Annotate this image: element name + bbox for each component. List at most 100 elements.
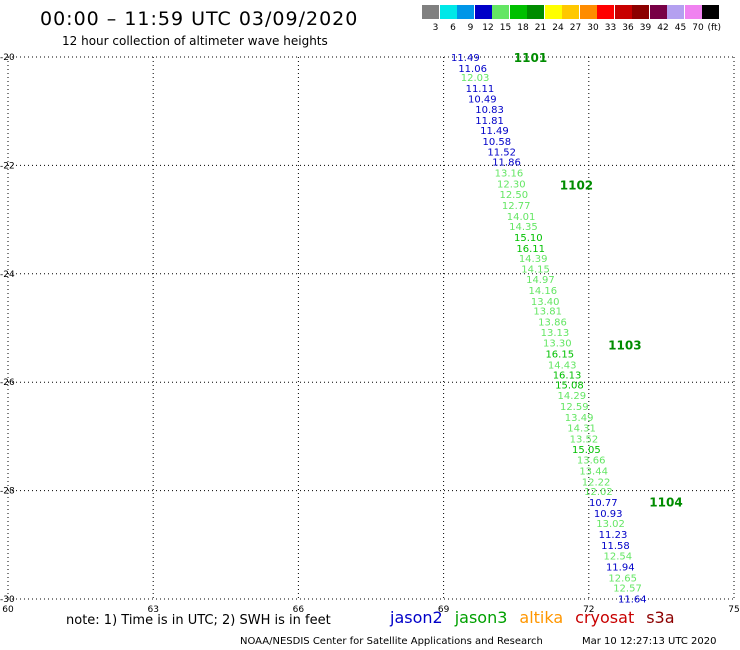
lon-tick-label: 69 xyxy=(438,605,450,615)
scale-swatch xyxy=(527,5,544,19)
wave-height-value: 11.23 xyxy=(599,530,628,541)
wave-height-value: 12.30 xyxy=(497,179,526,190)
scale-label: 18 xyxy=(517,23,529,33)
wave-height-value: 13.44 xyxy=(579,467,608,478)
wave-height-value: 13.52 xyxy=(570,435,599,446)
legend-jason3: jason3 xyxy=(454,608,508,627)
wave-height-value: 12.03 xyxy=(461,73,490,84)
wave-height-value: 11.86 xyxy=(492,158,521,169)
scale-label: 33 xyxy=(604,23,617,33)
wave-height-value: 11.64 xyxy=(618,594,647,605)
lon-tick-label: 75 xyxy=(728,605,739,615)
wave-height-value: 12.02 xyxy=(584,487,613,498)
wave-height-value: 16.13 xyxy=(553,371,582,382)
wave-height-value: 14.39 xyxy=(519,254,548,265)
footer-credit: NOAA/NESDIS Center for Satellite Applica… xyxy=(240,636,543,647)
scale-label: 42 xyxy=(657,23,669,33)
pass-number-label: 1101 xyxy=(514,51,547,65)
wave-height-value: 11.52 xyxy=(487,147,516,158)
wave-height-value: 13.81 xyxy=(533,307,562,318)
scale-label: 15 xyxy=(499,23,512,33)
lat-tick-label: -22 xyxy=(0,161,15,171)
scale-swatch xyxy=(632,5,649,19)
scale-label: 36 xyxy=(622,23,634,33)
scale-swatch xyxy=(649,5,667,19)
lat-tick-label: -28 xyxy=(0,487,15,497)
lon-tick-label: 60 xyxy=(2,605,14,615)
footer-timestamp: Mar 10 12:27:13 UTC 2020 xyxy=(582,636,717,647)
scale-swatch xyxy=(474,5,492,19)
wave-height-value: 11.58 xyxy=(601,541,630,552)
wave-height-value: 11.49 xyxy=(480,126,509,137)
pass-number-label: 1103 xyxy=(608,338,641,352)
lat-tick-label: -30 xyxy=(0,595,15,605)
lat-tick-label: -26 xyxy=(0,378,15,388)
scale-label: 21 xyxy=(534,23,547,33)
note-text: note: 1) Time is in UTC; 2) SWH is in fe… xyxy=(66,613,331,628)
scale-label: 12 xyxy=(482,23,494,33)
legend-jason2: jason2 xyxy=(390,608,443,627)
scale-label: 39 xyxy=(639,23,652,33)
lon-tick-label: 66 xyxy=(293,605,305,615)
wave-height-value: 14.15 xyxy=(521,264,550,275)
scale-unit: (ft) xyxy=(707,23,722,33)
scale-swatch xyxy=(439,5,457,19)
wave-height-value: 10.93 xyxy=(594,509,623,520)
scale-label: 9 xyxy=(467,23,474,33)
wave-height-value: 10.77 xyxy=(589,498,618,509)
wave-height-value: 12.59 xyxy=(560,402,589,413)
page-subtitle: 12 hour collection of altimeter wave hei… xyxy=(62,34,328,48)
wave-height-value: 14.35 xyxy=(509,222,538,233)
legend-altika: altika xyxy=(519,608,564,627)
wave-height-value: 13.16 xyxy=(495,168,524,179)
scale-swatch xyxy=(667,5,684,19)
scale-label: 6 xyxy=(450,23,456,33)
wave-height-value: 14.43 xyxy=(548,360,577,371)
scale-swatch xyxy=(684,5,702,19)
scale-swatch xyxy=(544,5,562,19)
legend-cryosat: cryosat xyxy=(575,608,635,627)
wave-height-value: 16.15 xyxy=(545,349,574,360)
wave-height-value: 11.49 xyxy=(451,53,480,64)
wave-height-value: 12.77 xyxy=(502,201,531,212)
wave-height-value: 13.02 xyxy=(596,519,625,530)
wave-height-value: 14.29 xyxy=(558,391,587,402)
scale-swatch xyxy=(614,5,632,19)
lon-tick-label: 63 xyxy=(147,605,158,615)
scale-label: 70 xyxy=(692,23,704,33)
wave-height-value: 11.81 xyxy=(475,116,504,127)
pass-number-label: 1104 xyxy=(649,495,682,509)
wave-height-value: 15.10 xyxy=(514,233,543,244)
wave-height-value: 13.66 xyxy=(577,456,606,467)
wave-height-value: 14.16 xyxy=(528,286,557,297)
wave-height-value: 13.40 xyxy=(531,297,560,308)
wave-height-value: 13.13 xyxy=(541,328,570,339)
wave-height-value: 11.94 xyxy=(606,562,635,573)
scale-label: 3 xyxy=(432,23,439,33)
wave-height-value: 13.49 xyxy=(565,413,594,424)
pass-number-label: 1102 xyxy=(560,178,593,192)
wave-height-value: 14.31 xyxy=(567,424,596,435)
scale-swatch xyxy=(492,5,509,19)
scale-label: 24 xyxy=(552,23,564,33)
lat-tick-label: -20 xyxy=(0,53,15,63)
wave-height-value: 11.06 xyxy=(458,64,487,75)
wave-height-value: 13.30 xyxy=(543,339,572,350)
lat-tick-label: -24 xyxy=(0,270,15,280)
wave-height-value: 15.05 xyxy=(572,445,601,456)
scale-swatch xyxy=(422,5,439,19)
scale-swatch xyxy=(562,5,579,19)
wave-height-value: 10.58 xyxy=(483,137,512,148)
wave-height-value: 10.83 xyxy=(475,105,504,116)
wave-height-value: 12.54 xyxy=(604,552,633,563)
wave-height-value: 15.08 xyxy=(555,380,584,391)
wave-height-value: 14.97 xyxy=(526,275,555,286)
wave-height-value: 13.86 xyxy=(538,317,567,328)
scale-swatch xyxy=(509,5,527,19)
wave-height-value: 11.11 xyxy=(466,84,495,95)
scale-swatch xyxy=(457,5,474,19)
legend-s3a: s3a xyxy=(646,608,675,627)
wave-height-value: 12.65 xyxy=(608,573,637,584)
wave-height-value: 12.57 xyxy=(613,584,642,595)
